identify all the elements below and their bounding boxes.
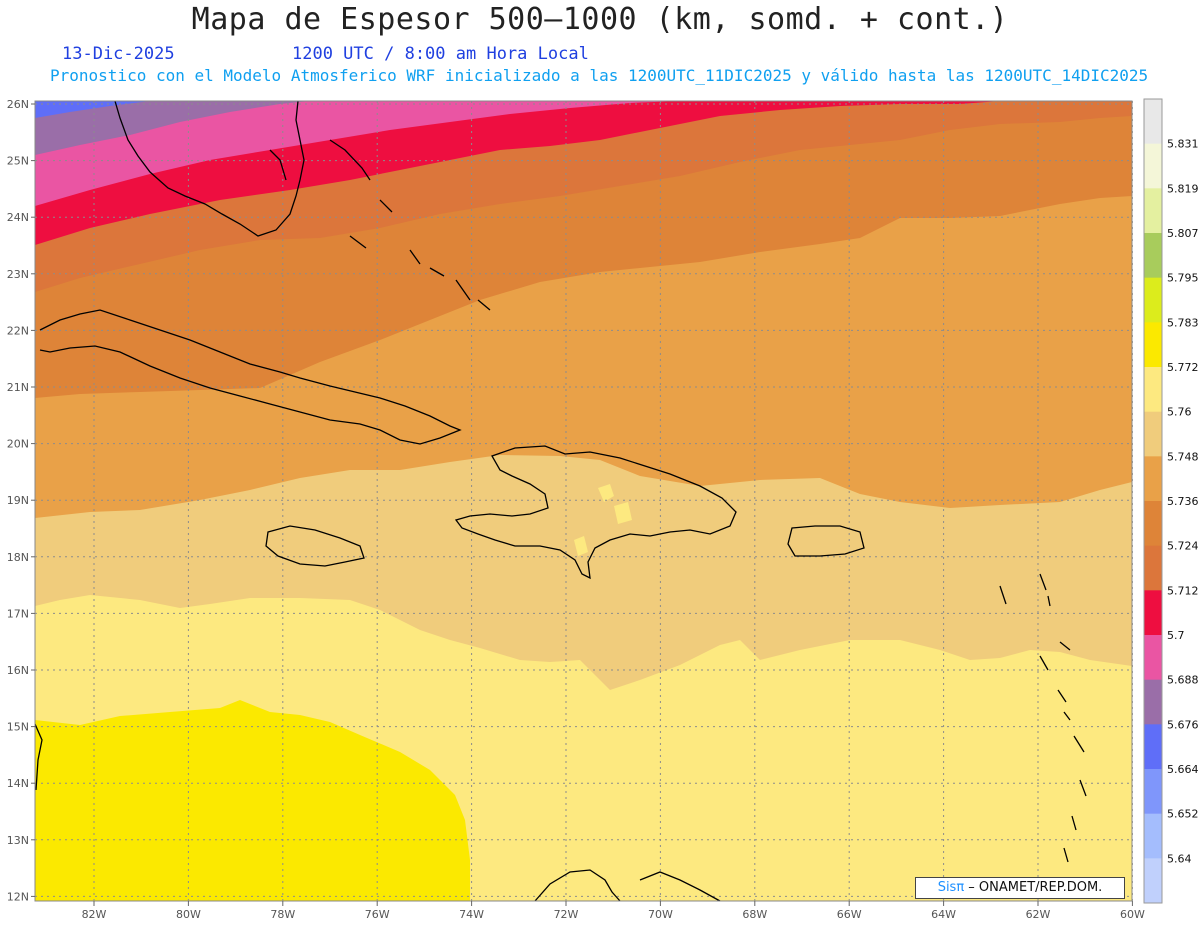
colorbar-label: 5.819 xyxy=(1167,182,1199,195)
thickness-fill xyxy=(35,101,1132,901)
colorbar-swatch xyxy=(1144,858,1162,904)
lat-lon-grid xyxy=(35,101,1133,901)
lat-label: 26N xyxy=(7,98,29,111)
lesser-antilles xyxy=(999,573,1087,863)
colorbar-label: 5.676 xyxy=(1167,718,1199,731)
lat-label: 17N xyxy=(7,607,29,620)
colorbar-label: 5.7 xyxy=(1167,629,1185,642)
colorbar-swatch xyxy=(1144,590,1162,636)
lat-label: 18N xyxy=(7,551,29,564)
colorbar-label: 5.748 xyxy=(1167,450,1199,463)
coastlines xyxy=(34,100,1087,902)
lat-label: 22N xyxy=(7,324,29,337)
lon-label: 72W xyxy=(554,908,579,921)
latitude-axis: 26N 25N 24N 23N 22N 21N 20N 19N 18N 17N 16N 15N 14N 1… xyxy=(7,98,35,903)
credit-box: Sisπ – ONAMET/REP.DOM. xyxy=(915,877,1125,899)
band-5-676 xyxy=(35,101,310,155)
forecast-subtitle: Pronostico con el Modelo Atmosferico WRF… xyxy=(50,66,1149,85)
colorbar-label: 5.831 xyxy=(1167,138,1199,151)
local-maximum xyxy=(574,536,588,556)
colorbar-label: 5.783 xyxy=(1167,316,1199,329)
lat-label: 16N xyxy=(7,664,29,677)
band-5-664 xyxy=(35,101,150,118)
lat-label: 14N xyxy=(7,777,29,790)
lon-label: 66W xyxy=(837,908,862,921)
colorbar-frame xyxy=(1143,98,1163,904)
lon-label: 68W xyxy=(742,908,767,921)
band-5-688 xyxy=(35,101,680,206)
lon-label: 70W xyxy=(648,908,673,921)
colorbar-swatch xyxy=(1144,724,1162,770)
lon-label: 74W xyxy=(459,908,484,921)
colorbar-label: 5.664 xyxy=(1167,763,1199,776)
lon-label: 60W xyxy=(1120,908,1145,921)
hispaniola-coast xyxy=(454,445,737,580)
credit-text: – ONAMET/REP.DOM. xyxy=(964,880,1103,895)
lon-label: 80W xyxy=(176,908,201,921)
lat-label: 23N xyxy=(7,268,29,281)
colorbar-swatch xyxy=(1144,99,1162,145)
south-america-coast xyxy=(534,869,721,902)
lat-label: 15N xyxy=(7,721,29,734)
lat-label: 24N xyxy=(7,211,29,224)
bahamas xyxy=(269,139,491,311)
lat-label: 20N xyxy=(7,438,29,451)
colorbar-label: 5.688 xyxy=(1167,674,1199,687)
longitude-axis: 82W 80W 78W 76W 74W 72W 70W 68W 66W 64W 62W 60W xyxy=(82,901,1145,921)
colorbar-swatch xyxy=(1144,813,1162,859)
colorbar-label: 5.736 xyxy=(1167,495,1199,508)
lon-label: 62W xyxy=(1026,908,1051,921)
map-title: Mapa de Espesor 500–1000 (km, somd. + co… xyxy=(191,2,1009,37)
colorbar-label: 5.652 xyxy=(1167,808,1199,821)
lat-label: 25N xyxy=(7,155,29,168)
puerto-rico-coast xyxy=(787,525,865,557)
colorbar-label: 5.795 xyxy=(1167,272,1199,285)
colorbar-label: 5.724 xyxy=(1167,540,1199,553)
colorbar-label: 5.712 xyxy=(1167,584,1199,597)
colorbar-swatch xyxy=(1144,456,1162,502)
colorbar-swatch xyxy=(1144,501,1162,547)
map-frame xyxy=(34,100,1133,902)
cuba-coast xyxy=(39,309,462,445)
lat-label: 12N xyxy=(7,890,29,903)
colorbar-swatch xyxy=(1144,769,1162,815)
colorbar-swatch xyxy=(1144,233,1162,279)
central-america-coast xyxy=(34,723,43,791)
colorbar-label: 5.76 xyxy=(1167,406,1192,419)
florida-coast xyxy=(114,100,305,237)
colorbar-swatch xyxy=(1144,545,1162,591)
lon-label: 82W xyxy=(82,908,107,921)
colorbar-swatch xyxy=(1144,277,1162,323)
forecast-date: 13-Dic-2025 xyxy=(62,44,175,64)
colorbar-label: 5.807 xyxy=(1167,227,1199,240)
jamaica-coast xyxy=(265,525,365,567)
colorbar-swatch xyxy=(1144,679,1162,725)
colorbar-swatch xyxy=(1144,411,1162,457)
lat-label: 19N xyxy=(7,494,29,507)
lat-label: 21N xyxy=(7,381,29,394)
lat-label: 13N xyxy=(7,834,29,847)
lon-label: 64W xyxy=(931,908,956,921)
colorbar-swatch xyxy=(1144,143,1162,189)
colorbar-label: 5.64 xyxy=(1167,852,1192,865)
credit-brand: Sisπ xyxy=(937,880,965,895)
lon-label: 76W xyxy=(365,908,390,921)
colorbar-swatch xyxy=(1144,322,1162,368)
colorbar-swatch xyxy=(1144,367,1162,413)
colorbar: 5.831 5.819 5.807 5.795 5.783 5.772 5.76 5.748 5… xyxy=(1143,98,1199,904)
colorbar-label: 5.772 xyxy=(1167,361,1199,374)
colorbar-swatch xyxy=(1144,635,1162,681)
local-maximum xyxy=(598,484,614,502)
forecast-time: 1200 UTC / 8:00 am Hora Local xyxy=(292,44,589,64)
colorbar-swatch xyxy=(1144,188,1162,234)
lon-label: 78W xyxy=(270,908,295,921)
local-maximum xyxy=(614,502,632,524)
